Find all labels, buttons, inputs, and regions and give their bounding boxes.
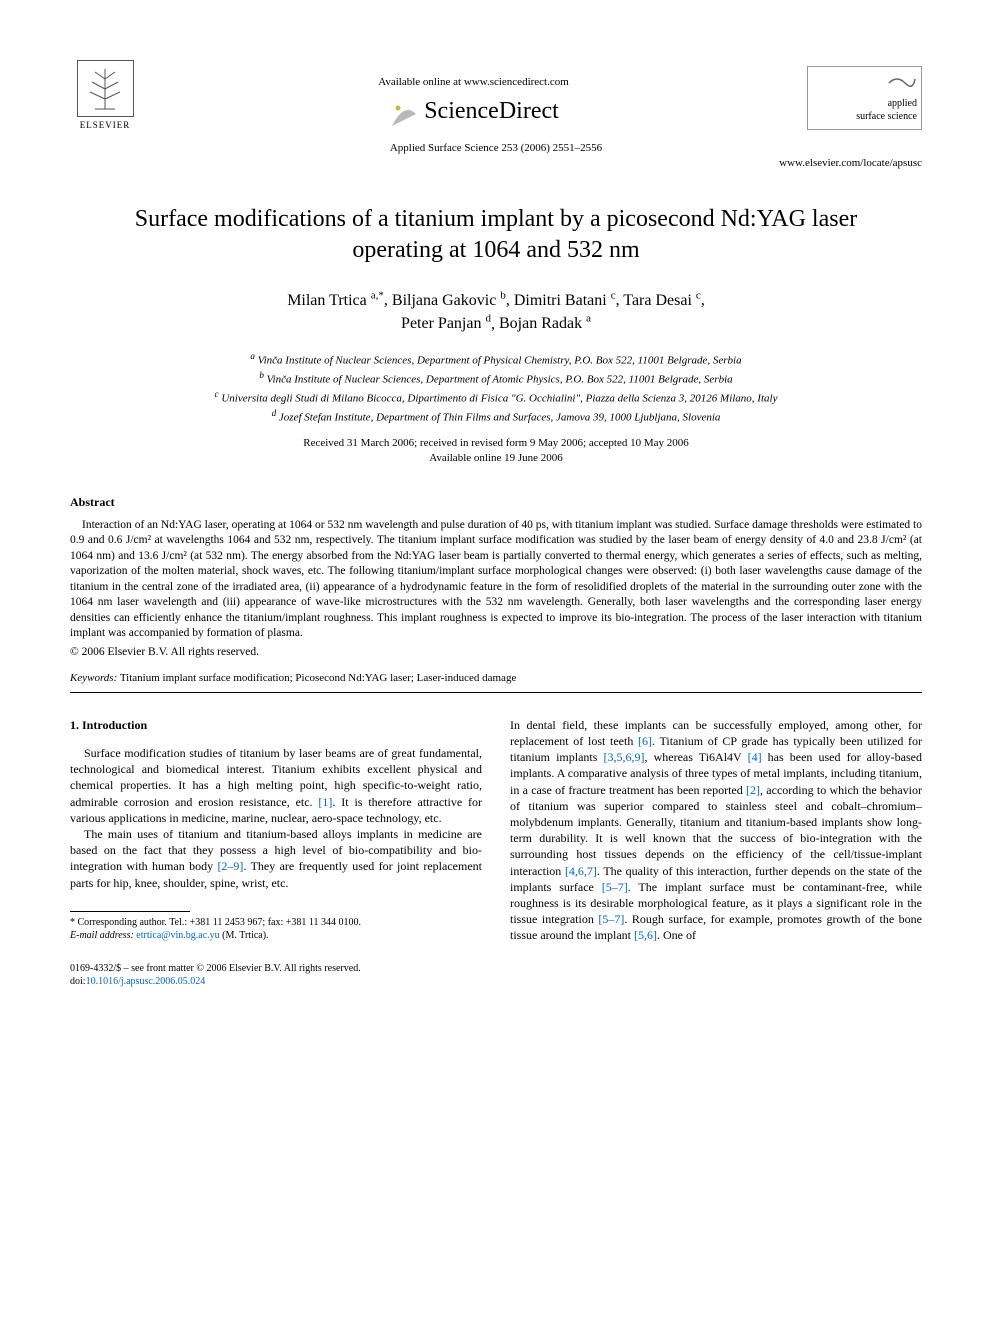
abstract-copyright: © 2006 Elsevier B.V. All rights reserved… [70,646,922,658]
journal-url: www.elsevier.com/locate/apsusc [70,157,922,169]
intro-paragraph-1: Surface modification studies of titanium… [70,745,482,826]
elsevier-label: ELSEVIER [80,120,131,130]
journal-logo-box: applied surface science [807,66,922,130]
horizontal-divider [70,692,922,693]
citation-link[interactable]: [2–9] [217,859,243,873]
elsevier-logo: ELSEVIER [70,50,140,130]
citation-link[interactable]: [3,5,6,9] [604,750,645,764]
affiliations-block: a Vinča Institute of Nuclear Sciences, D… [70,350,922,426]
keywords-label: Keywords: [70,672,117,684]
doi-label: doi: [70,976,86,987]
author-1: Milan Trtica a,* [287,292,384,309]
sciencedirect-label: ScienceDirect [424,98,559,124]
citation-link[interactable]: [5–7] [602,880,628,894]
header-center: Available online at www.sciencedirect.co… [140,76,807,130]
affiliation-d: d Jozef Stefan Institute, Department of … [70,407,922,426]
online-date: Available online 19 June 2006 [70,451,922,466]
footnote-divider [70,911,190,912]
left-column: 1. Introduction Surface modification stu… [70,717,482,944]
authors-block: Milan Trtica a,*, Biljana Gakovic b, Dim… [70,288,922,335]
footer-block: 0169-4332/$ – see front matter © 2006 El… [70,962,922,988]
body-columns: 1. Introduction Surface modification stu… [70,717,922,944]
abstract-heading: Abstract [70,495,922,510]
doi-line: doi:10.1016/j.apsusc.2006.05.024 [70,975,922,988]
citation-link[interactable]: [4] [748,750,762,764]
author-3: Dimitri Batani c [514,292,616,309]
sciencedirect-swoosh-icon [388,98,420,130]
affiliation-b: b Vinča Institute of Nuclear Sciences, D… [70,369,922,388]
affiliation-a: a Vinča Institute of Nuclear Sciences, D… [70,350,922,369]
section-1-heading: 1. Introduction [70,717,482,733]
citation-link[interactable]: [2] [746,783,760,797]
journal-name-line2: surface science [812,110,917,123]
received-date: Received 31 March 2006; received in revi… [70,436,922,451]
citation-link[interactable]: [5,6] [634,928,657,942]
doi-link[interactable]: 10.1016/j.apsusc.2006.05.024 [86,976,206,987]
available-online-text: Available online at www.sciencedirect.co… [140,76,807,88]
keywords-text: Titanium implant surface modification; P… [120,672,517,684]
article-title: Surface modifications of a titanium impl… [110,204,882,266]
citation-link[interactable]: [5–7] [598,912,624,926]
right-column: In dental field, these implants can be s… [510,717,922,944]
intro-paragraph-2: The main uses of titanium and titanium-b… [70,826,482,891]
email-label: E-mail address: [70,930,134,941]
citation-line: Applied Surface Science 253 (2006) 2551–… [70,142,922,154]
journal-swirl-icon [887,73,917,93]
email-suffix: (M. Trtica). [222,930,268,941]
sciencedirect-logo: ScienceDirect [140,98,807,130]
author-6: Bojan Radak a [499,315,591,332]
intro-paragraph-3: In dental field, these implants can be s… [510,717,922,944]
header-row: ELSEVIER Available online at www.science… [70,50,922,130]
citation-link[interactable]: [6] [638,734,652,748]
keywords-line: Keywords: Titanium implant surface modif… [70,672,922,684]
issn-line: 0169-4332/$ – see front matter © 2006 El… [70,962,922,975]
author-4: Tara Desai c [623,292,701,309]
affiliation-c: c Universita degli Studi di Milano Bicoc… [70,388,922,407]
corresponding-author: * Corresponding author. Tel.: +381 11 24… [70,916,482,929]
citation-link[interactable]: [1] [318,795,332,809]
author-5: Peter Panjan d [401,315,491,332]
footnotes-block: * Corresponding author. Tel.: +381 11 24… [70,916,482,942]
author-2: Biljana Gakovic b [392,292,506,309]
email-line: E-mail address: etrtica@vin.bg.ac.yu (M.… [70,929,482,942]
citation-link[interactable]: [4,6,7] [565,864,597,878]
page-container: ELSEVIER Available online at www.science… [0,0,992,1028]
email-address[interactable]: etrtica@vin.bg.ac.yu [136,930,219,941]
journal-name-line1: applied [812,97,917,110]
abstract-text: Interaction of an Nd:YAG laser, operatin… [70,518,922,642]
dates-block: Received 31 March 2006; received in revi… [70,436,922,467]
elsevier-tree-icon [77,60,134,117]
